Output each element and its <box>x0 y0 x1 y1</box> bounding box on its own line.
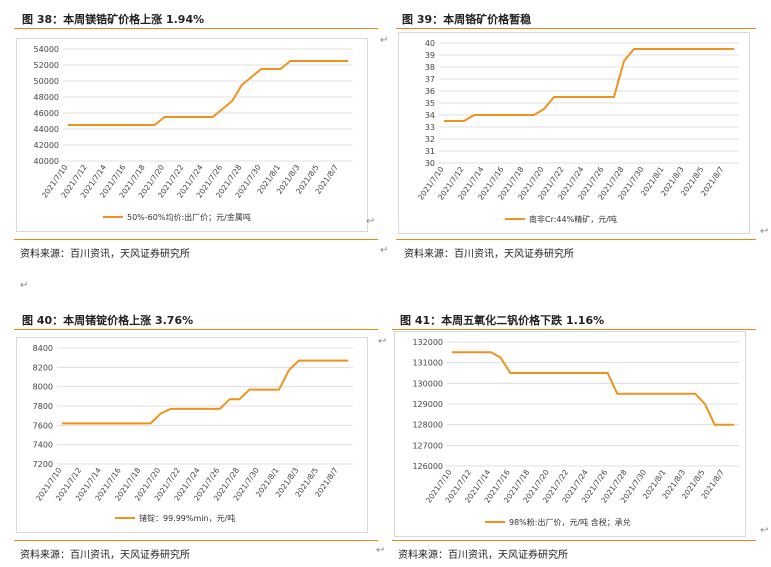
y-tick-label: 44000 <box>34 125 59 134</box>
legend-label: 南非Cr:44%精矿，元/吨 <box>529 214 617 224</box>
panel-41-source: 资料来源：百川资讯，天风证券研究所 <box>398 550 568 561</box>
y-tick-label: 38 <box>425 63 435 72</box>
y-tick-label: 7600 <box>33 421 53 430</box>
y-tick-label: 54000 <box>34 45 59 54</box>
y-tick-label: 31 <box>425 147 435 156</box>
y-tick-label: 129000 <box>412 400 443 409</box>
panel-41-top-rule <box>392 329 756 330</box>
y-tick-label: 33 <box>425 123 435 132</box>
panel-39-source: 资料来源：百川资讯，天风证券研究所 <box>404 249 574 260</box>
panel-39-bottom-rule <box>396 239 756 240</box>
return-mark: ↵ <box>20 280 29 291</box>
y-tick-label: 128000 <box>412 421 443 430</box>
panel-38-chart: 40000 42000 44000 46000 48000 50000 52000 54000… <box>16 38 368 232</box>
y-tick-label: 126000 <box>412 462 443 471</box>
panel-40-chart-svg: 72007400760078008000820084002021/7/10202… <box>33 344 353 523</box>
fold-mark: ↩ <box>378 336 387 347</box>
panel-38-source: 资料来源：百川资讯，天风证券研究所 <box>20 249 190 260</box>
y-tick-label: 34 <box>425 111 435 120</box>
panel-39-title: 图 39：本周铬矿价格暂稳 <box>402 13 532 26</box>
legend-label: 98%粉:出厂价，元/吨 含税；承兑 <box>509 517 631 527</box>
y-tick-label: 127000 <box>412 441 443 450</box>
panel-38-title: 图 38：本周镁锆矿价格上涨 1.94% <box>22 13 205 26</box>
y-tick-label: 7800 <box>33 402 53 411</box>
panel-40-source: 资料来源：百川资讯，天风证券研究所 <box>20 550 190 561</box>
y-tick-label: 46000 <box>34 109 59 118</box>
panel-39-top-rule <box>396 28 756 29</box>
panel-41-bottom-rule <box>392 540 756 541</box>
y-tick-label: 40 <box>425 39 435 48</box>
y-tick-label: 40000 <box>34 157 59 166</box>
panel-40-top-rule <box>14 329 378 330</box>
y-tick-label: 42000 <box>34 141 59 150</box>
legend-label: 锗锭：99.99%min，元/吨 <box>139 513 235 523</box>
panel-38-bottom-rule <box>14 239 378 240</box>
y-tick-label: 7400 <box>33 441 53 450</box>
y-tick-label: 37 <box>425 75 435 84</box>
panel-40-bottom-rule <box>14 540 378 541</box>
series-line <box>67 60 349 126</box>
series-line <box>451 351 735 426</box>
panel-38-top-rule <box>14 28 378 29</box>
fold-mark: ↩ <box>760 226 769 237</box>
y-tick-label: 39 <box>425 51 435 60</box>
y-tick-label: 131000 <box>412 359 443 368</box>
panel-41-chart-svg: 126000 127000 128000 129000 130000 131000 1320… <box>412 338 739 527</box>
y-tick-label: 35 <box>425 99 435 108</box>
y-tick-label: 7200 <box>33 460 53 469</box>
panel-40-chart: 7200 7400 7600 7800 8000 8200 8400 2021/7/10 202… <box>16 337 368 533</box>
fold-mark: ↩ <box>376 545 385 556</box>
y-tick-label: 30 <box>425 159 435 168</box>
return-mark: ↵ <box>380 35 389 46</box>
panel-39-chart: 30 31 32 33 34 35 36 37 38 39 40 2021/7/10 2021/7/12… <box>398 32 750 234</box>
series-line <box>61 359 349 425</box>
panel-38-chart-svg: 40000 42000 44000 46000 48000 50000 52000 54000… <box>34 45 353 222</box>
y-tick-label: 32 <box>425 135 435 144</box>
panel-40-title: 图 40：本周锗锭价格上涨 3.76% <box>22 314 194 327</box>
panel-39-chart-svg: 30313233343536373839402021/7/102021/7/12… <box>416 39 739 224</box>
y-tick-label: 8400 <box>33 344 53 353</box>
y-tick-label: 132000 <box>412 338 443 347</box>
y-tick-label: 50000 <box>34 77 59 86</box>
return-mark: ↵ <box>380 245 389 256</box>
y-tick-label: 130000 <box>412 379 443 388</box>
y-tick-label: 8000 <box>33 383 53 392</box>
fold-mark: ↩ <box>760 525 769 536</box>
y-tick-label: 52000 <box>34 61 59 70</box>
fold-mark: ↩ <box>366 216 375 227</box>
y-tick-label: 36 <box>425 87 435 96</box>
y-tick-label: 8200 <box>33 363 53 372</box>
legend-label: 50%-60%均价:出厂价；元/金属吨 <box>127 212 251 222</box>
y-tick-label: 48000 <box>34 93 59 102</box>
series-line <box>444 48 734 122</box>
panel-41-title: 图 41：本周五氧化二钒价格下跌 1.16% <box>400 314 605 327</box>
panel-41-chart: 126000 127000 128000 129000 130000 131000 1320… <box>394 331 746 537</box>
